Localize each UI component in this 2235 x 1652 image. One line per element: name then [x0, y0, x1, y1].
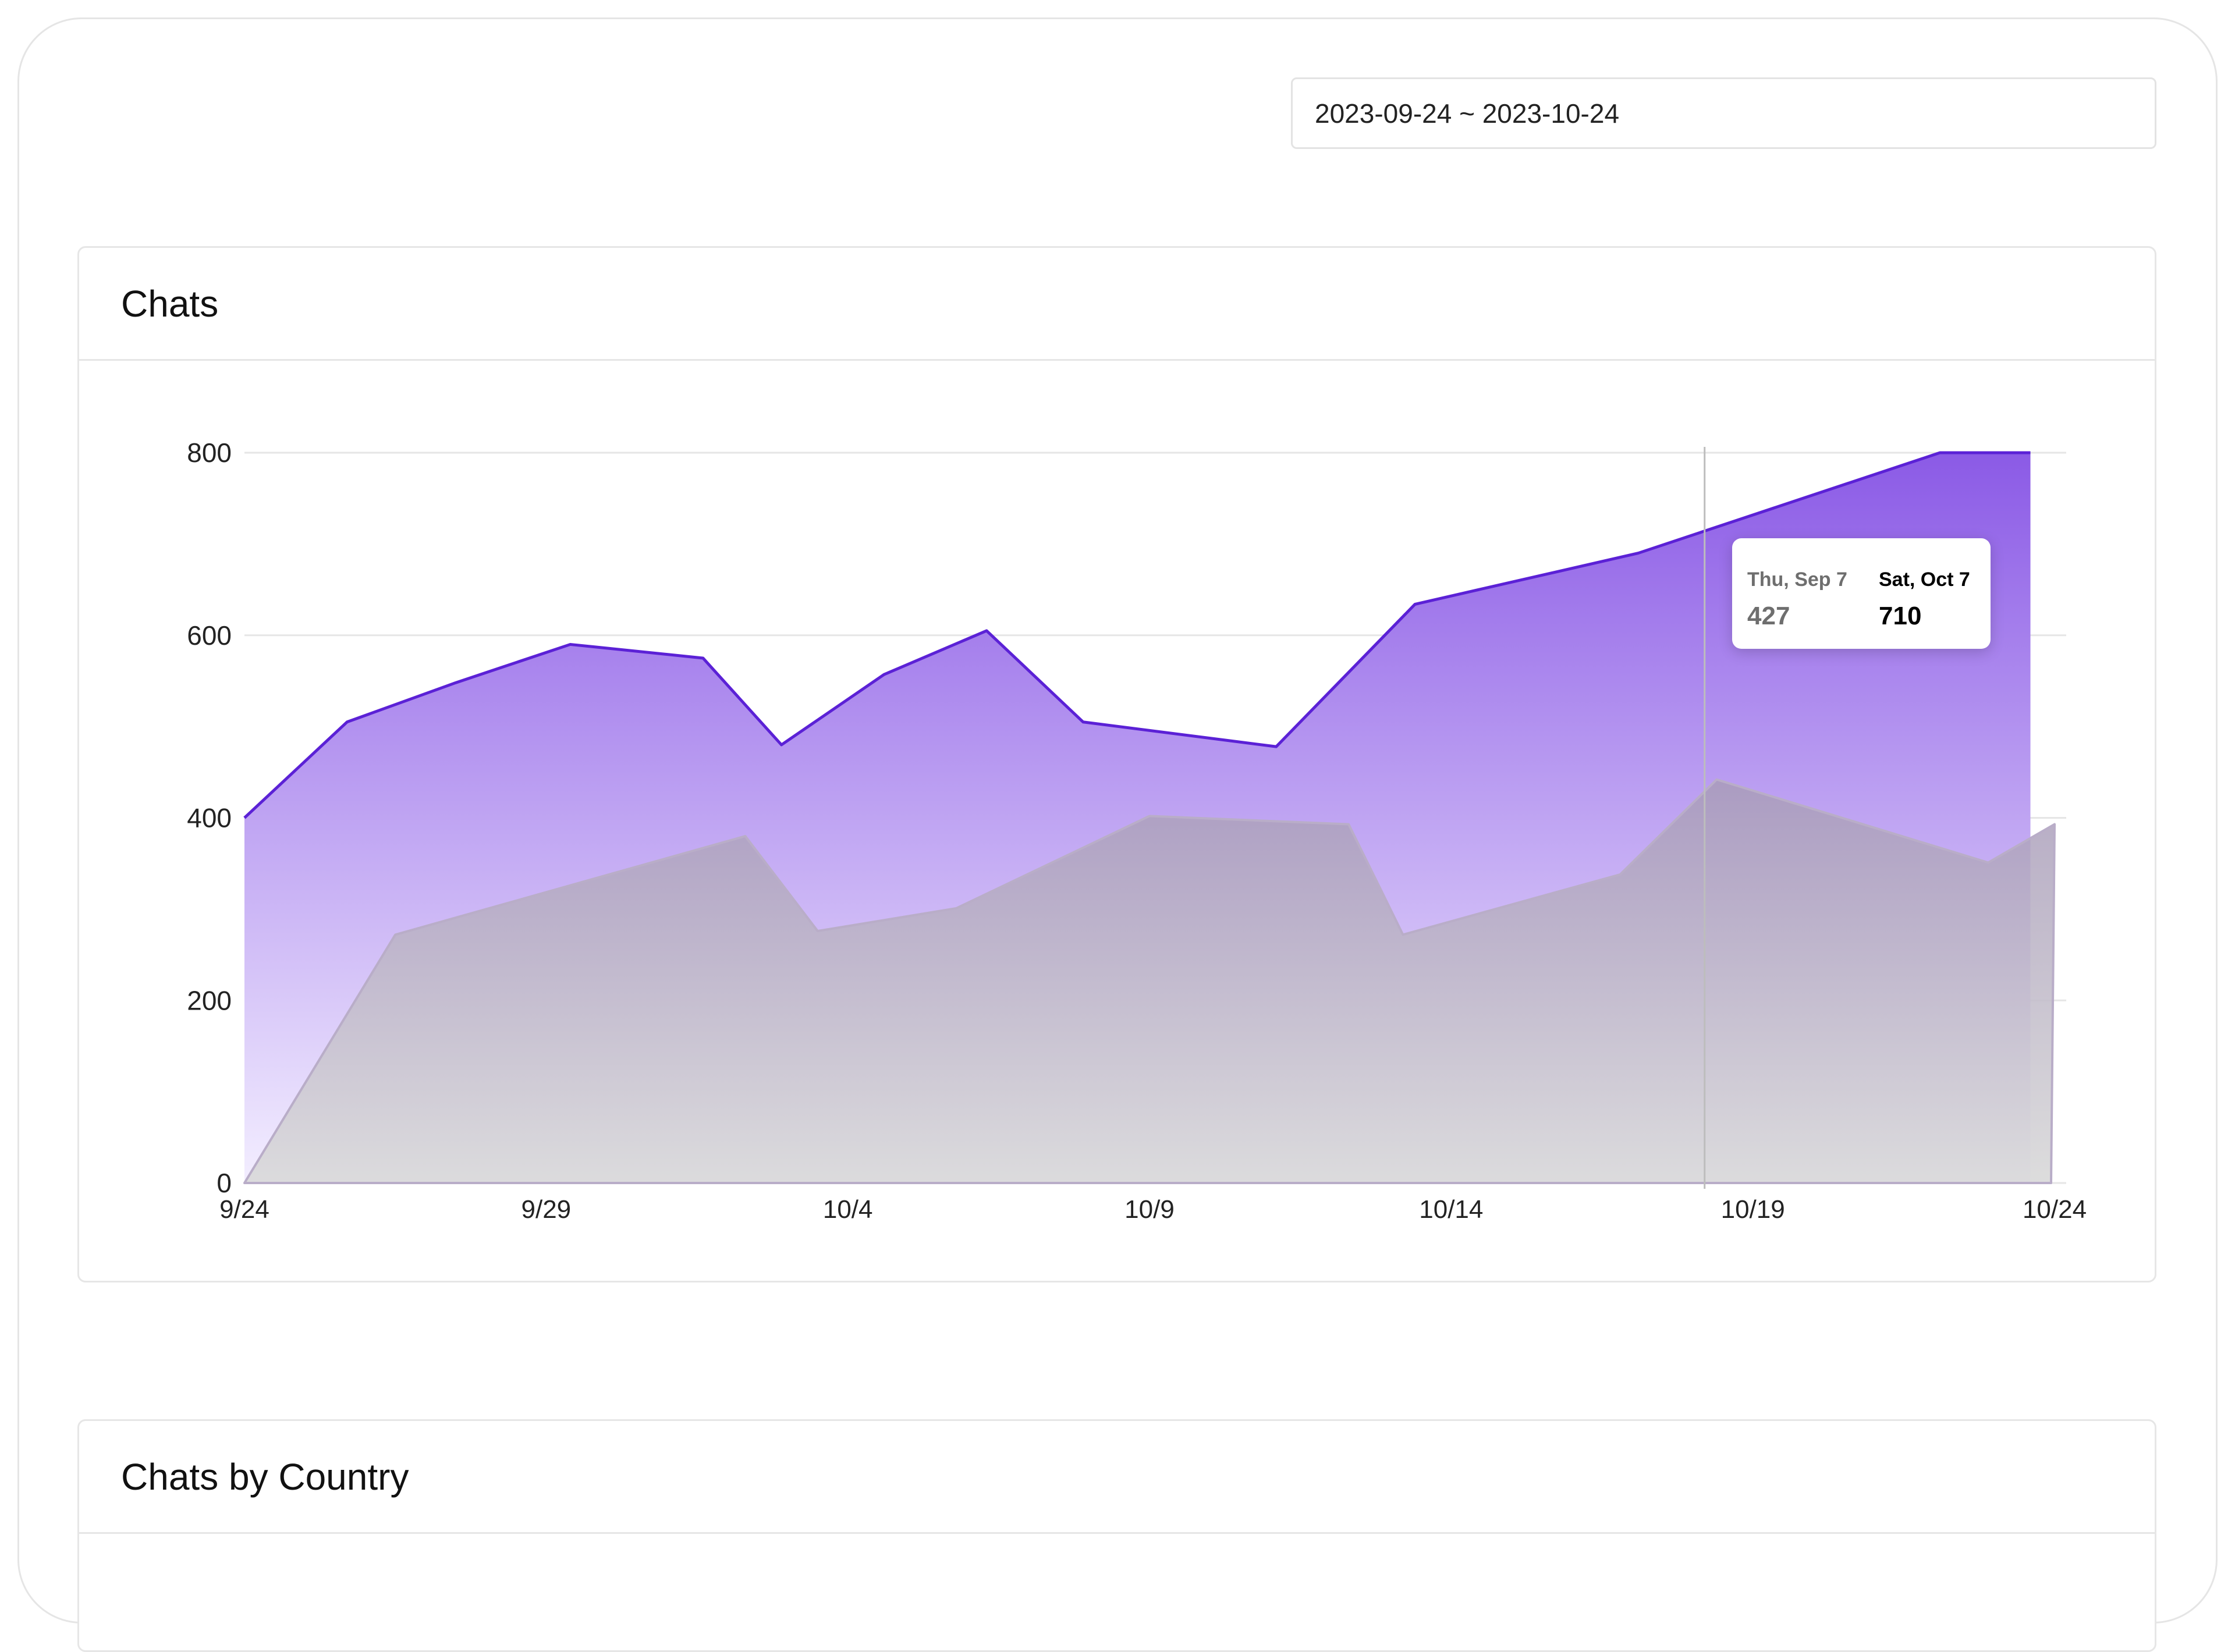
x-tick-label: 10/9 — [1124, 1195, 1175, 1224]
tooltip-previous-value: 427 — [1747, 602, 1790, 630]
x-tick-label: 10/24 — [2023, 1195, 2087, 1224]
x-tick-label: 10/14 — [1419, 1195, 1483, 1224]
previous-period-area — [243, 778, 2056, 1184]
tooltip-previous-date: Thu, Sep 7 — [1747, 569, 1847, 591]
chats-card-header: Chats — [79, 248, 2155, 361]
tooltip-previous: Thu, Sep 7 427 — [1747, 569, 1847, 631]
chats-chart: 0 200 400 600 800 9/24 9/29 10/4 10/9 10/14 10/19 1… — [187, 438, 2087, 1224]
y-tick-label: 600 — [187, 620, 232, 651]
y-tick-label: 0 — [217, 1168, 232, 1198]
tooltip-current-value: 710 — [1879, 602, 1922, 630]
y-tick-label: 400 — [187, 803, 232, 833]
x-tick-label: 10/4 — [823, 1195, 873, 1224]
tooltip-current-date: Sat, Oct 7 — [1879, 569, 1970, 591]
y-tick-label: 200 — [187, 985, 232, 1015]
date-range-value: 2023-09-24 ~ 2023-10-24 — [1315, 98, 1620, 129]
y-tick-label: 800 — [187, 438, 232, 468]
chats-card-title: Chats — [121, 282, 219, 325]
date-range-picker[interactable]: 2023-09-24 ~ 2023-10-24 — [1291, 77, 2156, 149]
chart-tooltip: Thu, Sep 7 427 Sat, Oct 7 710 — [1732, 538, 1991, 649]
x-tick-label: 9/29 — [522, 1195, 572, 1224]
chats-by-country-card-header: Chats by Country — [79, 1421, 2155, 1534]
chats-by-country-card: Chats by Country — [77, 1419, 2156, 1652]
chats-by-country-title: Chats by Country — [121, 1455, 409, 1498]
x-tick-label: 9/24 — [219, 1195, 269, 1224]
x-tick-label: 10/19 — [1721, 1195, 1785, 1224]
tooltip-current: Sat, Oct 7 710 — [1879, 569, 1970, 631]
current-period-line — [243, 451, 2031, 819]
